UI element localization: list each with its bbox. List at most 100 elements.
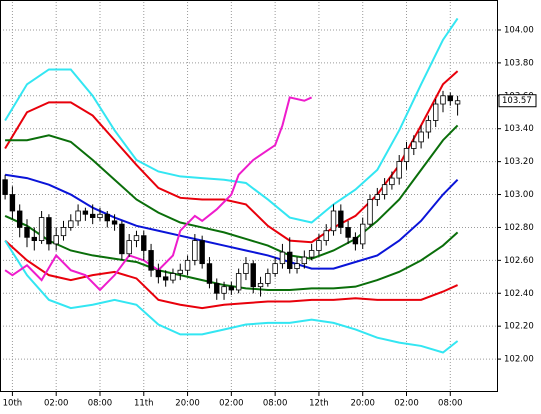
candle-body xyxy=(323,230,329,242)
candle-body xyxy=(345,227,351,238)
candle-body xyxy=(228,286,235,291)
candle-body xyxy=(447,95,453,102)
y-tick-label: 103.80 xyxy=(504,58,534,68)
x-tick-label: 11th xyxy=(134,399,154,409)
x-tick-label: 08:00 xyxy=(438,399,463,409)
band-line xyxy=(4,173,459,270)
candle-body xyxy=(24,227,30,238)
candle-body xyxy=(425,120,432,133)
candle-body xyxy=(221,286,227,294)
candle-body xyxy=(119,223,125,255)
plot-area xyxy=(2,17,461,354)
candle-body xyxy=(381,184,388,195)
band-line xyxy=(4,17,459,224)
candle-body xyxy=(287,251,293,269)
axes: 102.00 102.20 102.40 102.60 102.80 103.00 103.… xyxy=(3,25,537,409)
candle-body xyxy=(111,220,118,225)
candle-body xyxy=(82,210,89,215)
candle-body xyxy=(418,131,424,143)
candle-body xyxy=(374,194,381,200)
candle-body xyxy=(257,282,264,288)
candle-body xyxy=(243,263,249,274)
candle-body xyxy=(272,263,278,274)
grid xyxy=(0,2,497,392)
candle-body xyxy=(279,251,286,265)
candle-body xyxy=(89,213,96,218)
candle-body xyxy=(214,282,220,294)
x-tick-label: 10th xyxy=(3,399,23,409)
band-line xyxy=(4,215,459,291)
candle-body xyxy=(133,235,140,242)
band-line xyxy=(4,70,459,244)
candle-body xyxy=(308,250,315,258)
x-tick-label: 08:00 xyxy=(88,399,113,409)
candle-body xyxy=(68,220,74,228)
candle-body xyxy=(454,100,461,105)
candle-body xyxy=(367,199,373,225)
candle-body xyxy=(432,103,439,121)
candle-body xyxy=(162,276,169,281)
y-tick-label: 103.40 xyxy=(504,124,534,134)
x-tick-label: 20:00 xyxy=(175,399,200,409)
x-tick-label: 08:00 xyxy=(263,399,288,409)
y-tick-label: 103.20 xyxy=(504,157,534,167)
y-tick-label: 104.00 xyxy=(504,25,534,35)
last-price-box xyxy=(498,94,537,108)
candle-body xyxy=(411,141,417,149)
y-tick-label: 102.40 xyxy=(504,289,534,299)
candle-body xyxy=(53,235,59,245)
candle-body xyxy=(38,217,45,242)
candle-body xyxy=(126,240,132,255)
band-line xyxy=(4,240,459,354)
band-line xyxy=(5,124,459,260)
candle-body xyxy=(75,210,81,222)
candle-body xyxy=(2,179,8,195)
candle-body xyxy=(17,210,23,228)
band-line xyxy=(4,239,459,310)
y-tick-label: 103.00 xyxy=(504,190,534,200)
candle-body xyxy=(389,177,395,186)
y-tick-label: 102.80 xyxy=(504,223,534,233)
candle-body xyxy=(31,236,38,242)
candle-body xyxy=(330,210,337,232)
x-tick-label: 02:00 xyxy=(44,399,69,409)
candle-body xyxy=(316,240,322,251)
candle-body xyxy=(250,263,256,288)
candle-body xyxy=(97,213,103,218)
candle-body xyxy=(46,217,52,245)
x-tick-label: 20:00 xyxy=(350,399,375,409)
candle-body xyxy=(301,256,308,265)
candle-body xyxy=(199,240,205,265)
candle-body xyxy=(294,263,300,269)
candle-body xyxy=(192,240,198,261)
candle-body xyxy=(141,235,147,251)
x-tick-label: 12th xyxy=(309,399,329,409)
candle-body xyxy=(155,269,162,278)
y-tick-label: 102.00 xyxy=(504,355,534,365)
candle-body xyxy=(352,236,359,245)
candle-body xyxy=(9,194,16,212)
lagging-line xyxy=(4,96,313,292)
x-tick-label: 02:00 xyxy=(219,399,244,409)
candle-body xyxy=(148,250,154,271)
candle-body xyxy=(170,273,176,281)
candle-body xyxy=(206,263,213,284)
candle-body xyxy=(104,213,110,222)
last-price-label: 103.57 xyxy=(502,96,532,106)
x-tick-label: 02:00 xyxy=(394,399,419,409)
candle-body xyxy=(338,210,344,228)
y-tick-label: 102.60 xyxy=(504,256,534,266)
candle-body xyxy=(60,227,67,237)
candle-body xyxy=(396,161,402,179)
candle-body xyxy=(440,95,446,105)
plot-frame xyxy=(0,0,498,392)
candle-body xyxy=(184,259,191,271)
candle-body xyxy=(360,223,366,245)
candle-body xyxy=(403,148,410,163)
y-tick-label: 102.20 xyxy=(504,322,534,332)
candle-body xyxy=(265,273,271,284)
candle-body xyxy=(235,273,242,291)
candle-body xyxy=(177,269,183,274)
